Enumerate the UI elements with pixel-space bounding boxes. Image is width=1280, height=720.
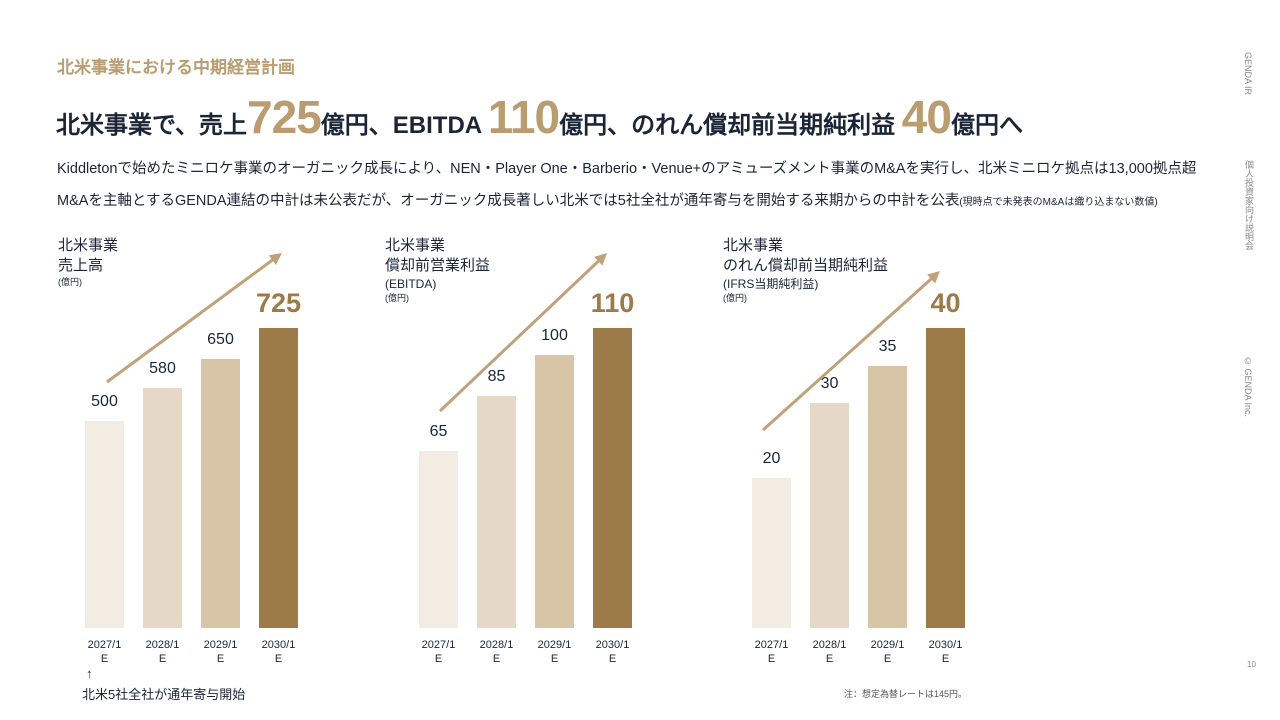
bar xyxy=(535,355,574,628)
growth-arrow-head xyxy=(927,271,940,284)
bar-value-label: 30 xyxy=(820,375,839,392)
annotation-arrow-icon: ↑ xyxy=(86,666,93,681)
x-tick-label: 2027/1 E xyxy=(421,639,456,665)
headline-text: 億円、のれん償却前当期純利益 xyxy=(559,112,902,139)
chart-title-block: 北米事業償却前営業利益 (EBITDA) (億円) xyxy=(385,236,490,304)
x-tick-label: 2029/1 E xyxy=(203,639,238,665)
chart-title-metric: 償却前営業利益 xyxy=(385,257,491,274)
headline-text: 北米事業で、売上 xyxy=(56,112,248,139)
page-number: 10 xyxy=(1247,660,1256,669)
body-line-2-text: M&Aを主軸とするGENDA連結の中計は未公表だが、オーガニック成長著しい北米で… xyxy=(57,193,960,209)
bar-value-label: 725 xyxy=(255,288,302,318)
growth-arrow-head xyxy=(268,253,282,265)
bar xyxy=(201,359,240,628)
bar-value-label: 110 xyxy=(590,288,635,318)
side-label-event: 個人投資家向け説明会 xyxy=(1244,160,1254,250)
bar xyxy=(477,396,516,628)
bar-value-label: 35 xyxy=(878,337,897,355)
bar xyxy=(868,365,907,628)
chart-title: 北米事業 xyxy=(385,237,446,254)
headline-number-ebitda: 110 xyxy=(487,91,560,143)
bar-value-label: 20 xyxy=(762,450,781,467)
chart-unit: (億円) xyxy=(385,293,409,303)
chart-title-block: 北米事業のれん償却前当期純利益 (IFRS当期純利益) (億円) xyxy=(723,236,888,304)
chart-unit: (億円) xyxy=(58,277,82,287)
headline-text: 億円へ xyxy=(950,112,1023,139)
bar xyxy=(259,328,298,628)
bar-value-label: 650 xyxy=(207,331,234,349)
footnote: 注：想定為替レートは145円。 xyxy=(844,689,968,699)
bar xyxy=(593,328,632,628)
headline-number-profit: 40 xyxy=(901,91,952,143)
body-line-2: M&Aを主軸とするGENDA連結の中計は未公表だが、オーガニック成長著しい北米で… xyxy=(57,189,1158,210)
side-label-copyright: © GENDA Inc. xyxy=(1243,356,1253,418)
bar-value-label: 40 xyxy=(930,288,961,318)
chart-unit: (億円) xyxy=(723,293,747,303)
section-title: 北米事業における中期経営計画 xyxy=(57,58,295,77)
x-tick-label: 2028/1 E xyxy=(812,639,847,665)
x-tick-label: 2029/1 E xyxy=(870,639,905,665)
bar xyxy=(85,421,124,628)
chart-subtitle: (IFRS当期純利益) xyxy=(723,277,819,291)
x-tick-label: 2027/1 E xyxy=(754,639,789,665)
growth-arrow-line xyxy=(761,275,936,432)
chart-title: 北米事業 xyxy=(723,237,784,254)
side-label-ir: GENDA IR xyxy=(1243,52,1253,96)
x-tick-label: 2030/1 E xyxy=(261,639,296,665)
headline: 北米事業で、売上725億円、EBITDA 110億円、のれん償却前当期純利益 4… xyxy=(56,92,1023,151)
bar-value-label: 85 xyxy=(487,368,506,386)
bar xyxy=(810,403,849,628)
chart-subtitle: (EBITDA) xyxy=(385,277,437,291)
bar-value-label: 100 xyxy=(541,327,568,345)
bar-value-label: 500 xyxy=(91,393,118,411)
bar-value-label: 580 xyxy=(149,360,176,377)
x-tick-label: 2029/1 E xyxy=(537,639,572,665)
headline-text: 億円、EBITDA xyxy=(320,112,488,139)
bar xyxy=(143,388,182,628)
headline-number-sales: 725 xyxy=(247,91,322,143)
chart-title-metric: のれん償却前当期純利益 xyxy=(723,257,889,274)
x-tick-label: 2030/1 E xyxy=(928,639,963,665)
annotation-text: 北米5社全社が通年寄与開始 xyxy=(82,687,246,702)
bar-value-label: 65 xyxy=(429,422,448,440)
x-tick-label: 2028/1 E xyxy=(145,639,180,665)
bar xyxy=(419,450,458,628)
chart-title-metric: 売上高 xyxy=(58,257,104,274)
x-tick-label: 2028/1 E xyxy=(479,639,514,665)
x-tick-label: 2027/1 E xyxy=(87,639,122,665)
growth-arrow-line xyxy=(106,256,277,384)
growth-arrow-head xyxy=(594,253,607,266)
body-line-1: Kiddletonで始めたミニロケ事業のオーガニック成長により、NEN・Play… xyxy=(57,161,1197,177)
chart-title-block: 北米事業売上高 (億円) xyxy=(58,236,118,288)
bar xyxy=(926,328,965,628)
x-tick-label: 2030/1 E xyxy=(595,639,630,665)
growth-arrow-line xyxy=(438,257,603,413)
bar xyxy=(752,478,791,628)
body-line-2-note: (現時点で未発表のM&Aは織り込まない数値) xyxy=(959,197,1158,208)
chart-title: 北米事業 xyxy=(58,237,119,254)
